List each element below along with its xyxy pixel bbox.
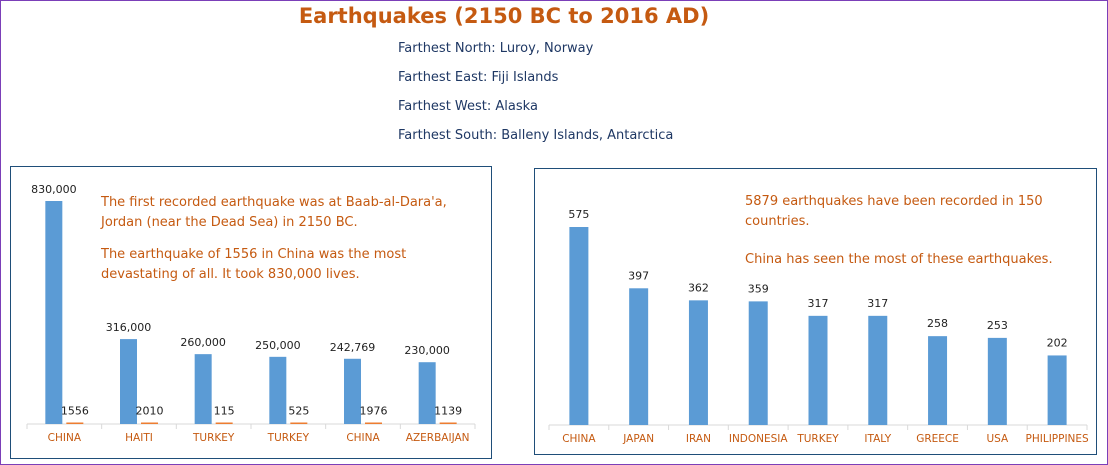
- left-chart-bar: [45, 201, 63, 424]
- right-chart-category-label: GREECE: [916, 433, 959, 445]
- right-chart-bar: [748, 301, 768, 425]
- right-chart-bar: [987, 337, 1007, 425]
- left-chart-data-label: 316,000: [106, 321, 152, 334]
- right-chart-category-label: ITALY: [864, 433, 891, 445]
- left-chart-category-label: HAITI: [125, 432, 153, 444]
- left-chart-category-label: CHINA: [346, 432, 380, 444]
- left-chart-bar: [344, 358, 361, 424]
- left-chart-bar: [194, 354, 212, 424]
- left-chart-data-label: 242,769: [330, 341, 376, 354]
- deadliest-earthquakes-chart: CHINA 830,000 1556 HAITI 316,000 2010 TURKEY 26…: [26, 183, 476, 444]
- left-chart-bar: [439, 422, 457, 424]
- left-chart-bar: [418, 362, 436, 424]
- deadliest-earthquakes-panel: CHINA 830,000 1556 HAITI 316,000 2010 TURKEY 26…: [10, 166, 492, 459]
- right-chart-category-label: PHILIPPINES: [1026, 433, 1090, 445]
- left-chart-bar: [269, 356, 287, 424]
- right-chart-bar: [868, 315, 888, 425]
- right-chart-bar: [1047, 355, 1067, 425]
- right-chart-data-label: 317: [867, 297, 888, 310]
- earthquake-count-panel: CHINA 575 JAPAN 397 IRAN 362 INDONESIA 359 TURKE…: [534, 168, 1097, 455]
- right-chart-category-label: USA: [986, 433, 1009, 445]
- fact-east: Farthest East: Fiji Islands: [398, 70, 559, 85]
- right-chart-data-label: 575: [568, 208, 589, 221]
- left-chart-bar: [141, 422, 158, 424]
- right-chart-category-label: JAPAN: [622, 433, 654, 445]
- left-chart-data-label: 230,000: [404, 344, 450, 357]
- right-chart-bar: [569, 227, 589, 425]
- left-chart-bar: [66, 422, 84, 424]
- right-chart-category-label: IRAN: [686, 433, 711, 445]
- right-chart-data-label: 317: [808, 297, 829, 310]
- left-chart-category-label: CHINA: [48, 432, 82, 444]
- left-chart-data-label: 2010: [136, 405, 164, 418]
- fact-north: Farthest North: Luroy, Norway: [398, 41, 594, 56]
- right-chart-bar: [688, 300, 708, 425]
- left-chart-data-label: 1556: [61, 405, 89, 418]
- page-title: Earthquakes (2150 BC to 2016 AD): [298, 4, 710, 28]
- left-chart-category-label: TURKEY: [192, 432, 235, 444]
- right-chart-data-label: 362: [688, 281, 709, 294]
- right-chart-data-label: 397: [628, 269, 649, 282]
- right-chart-bar: [928, 336, 948, 425]
- right-chart-bar: [629, 288, 649, 425]
- fact-west: Farthest West: Alaska: [398, 99, 538, 114]
- left-chart-bar: [120, 339, 137, 424]
- left-chart-category-label: TURKEY: [267, 432, 310, 444]
- right-chart-bar: [808, 315, 828, 425]
- left-chart-bar: [215, 422, 233, 424]
- left-chart-data-label: 1976: [360, 405, 388, 418]
- left-chart-data-label: 115: [214, 405, 235, 418]
- left-chart-bar: [290, 422, 308, 424]
- right-chart-data-label: 359: [748, 282, 769, 295]
- recorded-count-note: 5879 earthquakes have been recorded in 1…: [745, 194, 1043, 229]
- right-notes: 5879 earthquakes have been recorded in 1…: [745, 192, 1090, 282]
- right-chart-category-label: INDONESIA: [729, 433, 789, 445]
- china-most-note: China has seen the most of these earthqu…: [745, 252, 1053, 267]
- left-chart-bar: [365, 422, 382, 424]
- left-chart-data-label: 525: [288, 405, 309, 418]
- fact-south: Farthest South: Balleny Islands, Antarct…: [398, 128, 674, 143]
- left-chart-data-label: 250,000: [255, 339, 301, 352]
- right-chart-category-label: TURKEY: [796, 433, 839, 445]
- facts-list: Farthest North: Luroy, Norway Farthest E…: [398, 40, 673, 156]
- right-chart-data-label: 253: [987, 319, 1008, 332]
- left-chart-data-label: 260,000: [180, 336, 226, 349]
- earthquake-count-chart: CHINA 575 JAPAN 397 IRAN 362 INDONESIA 359 TURKE…: [548, 208, 1090, 445]
- left-chart-data-label: 1139: [434, 405, 462, 418]
- right-chart-data-label: 258: [927, 317, 948, 330]
- right-chart-category-label: CHINA: [562, 433, 596, 445]
- deadliest-earthquake-note: The earthquake of 1556 in China was the …: [101, 247, 407, 282]
- right-chart-data-label: 202: [1047, 336, 1068, 349]
- left-notes: The first recorded earthquake was at Baa…: [101, 193, 481, 297]
- first-earthquake-note: The first recorded earthquake was at Baa…: [101, 195, 447, 230]
- left-chart-category-label: AZERBAIJAN: [406, 432, 470, 444]
- left-chart-data-label: 830,000: [31, 183, 77, 196]
